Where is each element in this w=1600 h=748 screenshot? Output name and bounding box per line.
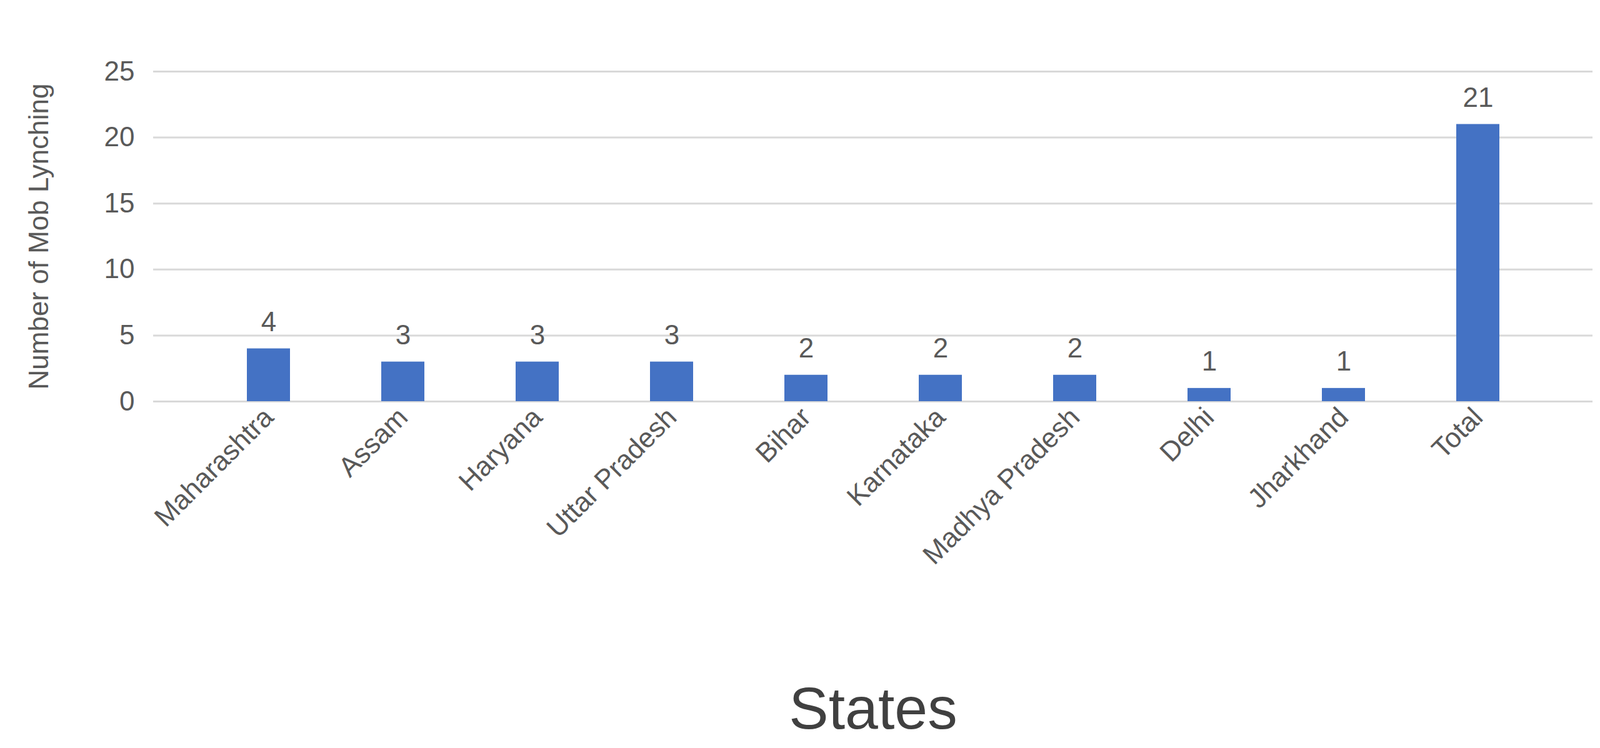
svg-text:Total: Total bbox=[1425, 401, 1489, 464]
svg-text:Madhya Pradesh: Madhya Pradesh bbox=[916, 401, 1085, 570]
svg-text:Uttar Pradesh: Uttar Pradesh bbox=[540, 401, 683, 544]
svg-text:2: 2 bbox=[1067, 332, 1083, 364]
svg-text:0: 0 bbox=[119, 385, 135, 417]
svg-text:Maharashtra: Maharashtra bbox=[148, 401, 280, 533]
svg-text:3: 3 bbox=[664, 319, 680, 350]
svg-text:4: 4 bbox=[261, 306, 277, 337]
svg-text:3: 3 bbox=[395, 319, 411, 350]
svg-text:Number of Mob Lynching: Number of Mob Lynching bbox=[23, 83, 54, 390]
svg-text:10: 10 bbox=[104, 253, 135, 284]
svg-text:5: 5 bbox=[119, 319, 135, 350]
svg-text:Haryana: Haryana bbox=[452, 401, 549, 497]
svg-text:15: 15 bbox=[104, 187, 135, 219]
svg-text:1: 1 bbox=[1201, 345, 1217, 377]
svg-text:25: 25 bbox=[104, 55, 135, 87]
svg-text:20: 20 bbox=[104, 121, 135, 152]
svg-text:Bihar: Bihar bbox=[749, 401, 817, 469]
svg-text:Karnataka: Karnataka bbox=[840, 401, 952, 512]
svg-text:1: 1 bbox=[1336, 345, 1352, 377]
svg-text:2: 2 bbox=[798, 332, 814, 364]
svg-text:21: 21 bbox=[1463, 81, 1494, 113]
svg-text:3: 3 bbox=[530, 319, 545, 350]
svg-text:2: 2 bbox=[933, 332, 949, 364]
svg-text:Jharkhand: Jharkhand bbox=[1241, 401, 1354, 514]
svg-text:States: States bbox=[788, 675, 957, 742]
svg-text:Delhi: Delhi bbox=[1153, 401, 1220, 468]
svg-text:Assam: Assam bbox=[332, 401, 414, 483]
